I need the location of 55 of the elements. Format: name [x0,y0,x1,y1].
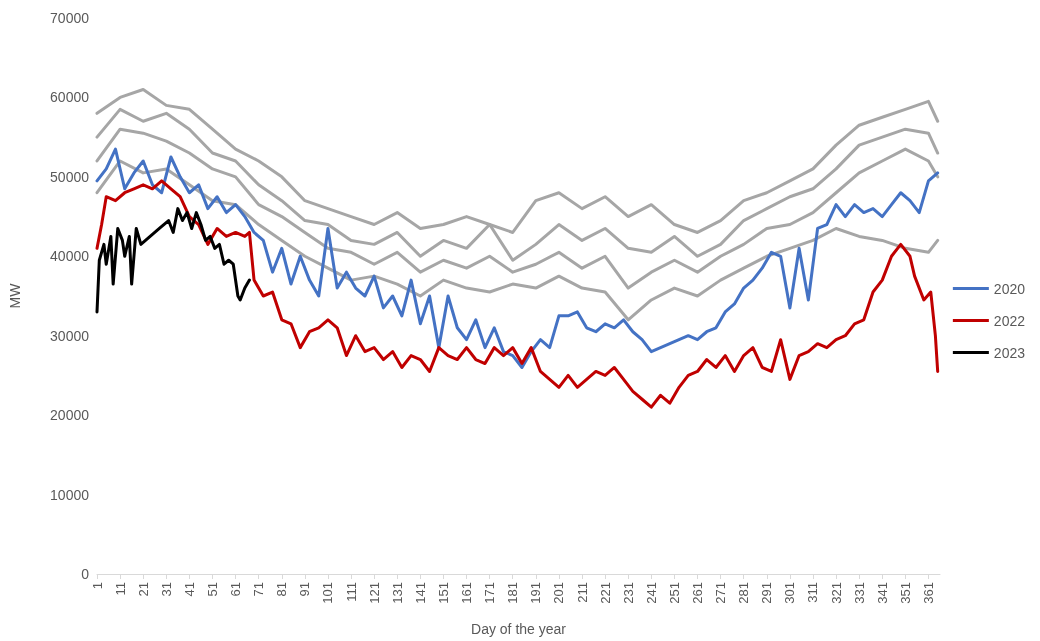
line-series [95,147,940,369]
x-tick-label: 21 [135,582,151,597]
x-tick-label: 341 [874,582,890,604]
x-tick-label: 151 [435,582,451,604]
x-tick-label: 11 [112,582,128,596]
x-tick-label: 271 [713,582,729,604]
x-tick-label: 111 [343,582,359,602]
legend-label: 2020 [993,280,1026,297]
x-tick-label: 321 [828,582,844,604]
legend-label: 2022 [993,312,1026,329]
x-tick-label: 241 [643,582,659,604]
x-tick-label: 311 [805,582,821,603]
y-tick-label: 60000 [50,89,90,106]
x-tick-label: 331 [851,582,867,604]
x-tick-label: 61 [228,582,244,597]
x-tick-label: 121 [366,582,382,604]
x-tick-label: 1 [89,582,105,590]
x-tick-label: 231 [620,582,636,604]
x-tick-label: 171 [482,582,498,604]
x-tick-label: 101 [320,582,336,604]
x-tick-label: 361 [920,582,936,604]
x-tick-label: 211 [574,582,590,603]
x-tick-label: 181 [505,582,521,604]
x-tick-label: 291 [759,582,775,604]
y-tick-label: 70000 [50,10,90,26]
x-tick-label: 301 [782,582,798,604]
y-axis-title: MW [7,282,23,309]
y-tick-label: 40000 [50,248,90,265]
y-tick-label: 0 [81,566,90,582]
line-series [95,127,940,290]
x-tick-label: 161 [459,582,475,604]
x-tick-label: 31 [158,582,174,597]
x-tick-label: 281 [736,582,752,604]
x-tick-label: 351 [897,582,913,604]
x-tick-label: 251 [666,582,682,604]
legend-label: 2023 [993,344,1026,361]
x-tick-label: 221 [597,582,613,604]
y-tick-label: 50000 [50,168,90,185]
x-tick-label: 51 [204,582,220,597]
line-series [95,207,251,314]
x-tick-label: 71 [251,582,267,597]
line-series [95,159,940,322]
x-tick-label: 41 [181,582,197,597]
x-tick-label: 201 [551,582,567,604]
x-tick-label: 261 [689,582,705,604]
y-tick-label: 20000 [50,407,90,424]
line-series [95,179,940,409]
y-tick-label: 30000 [50,327,90,344]
x-tick-label: 91 [297,582,313,597]
x-tick-label: 81 [274,582,290,597]
x-tick-label: 191 [528,582,544,604]
x-tick-label: 141 [412,582,428,604]
x-axis-title: Day of the year [471,621,567,637]
x-tick-label: 131 [389,582,405,604]
y-tick-label: 10000 [50,486,90,503]
